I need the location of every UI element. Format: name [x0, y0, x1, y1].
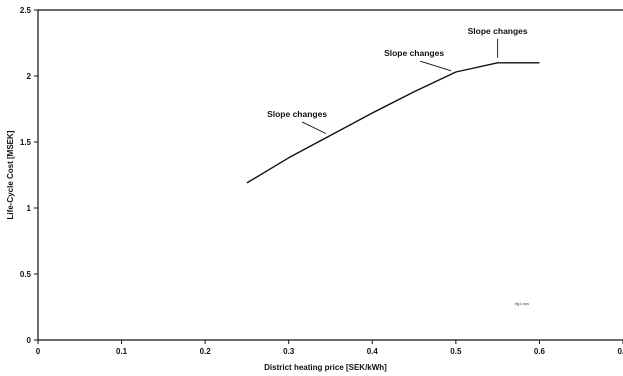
x-axis-title: District heating price [SEK/kWh] [264, 363, 387, 372]
annotation-label: Slope changes [267, 109, 327, 119]
x-tick-label: 0.3 [283, 347, 295, 356]
y-tick-label: 2.5 [20, 6, 32, 15]
y-tick-label: 0.5 [20, 270, 32, 279]
x-tick-label: 0.6 [534, 347, 546, 356]
y-tick-label: 1.5 [20, 138, 32, 147]
annotation-label: Slope changes [468, 26, 528, 36]
series-line [246, 62, 540, 184]
text-layer: 0 0.1 0.2 0.3 0.4 0.5 0.6 0.7 0 0.5 1 1.5 2 2.5 Distri… [6, 6, 623, 372]
annotation-leader [420, 60, 452, 72]
y-tick-label: 1 [27, 204, 32, 213]
y-axis-title: Life-Cycle Cost [MSEK] [6, 130, 15, 219]
x-tick-label: 0.1 [116, 347, 128, 356]
y-tick-label: 2 [27, 72, 32, 81]
axes-layer [34, 9, 623, 344]
x-tick-label: 0.7 [617, 347, 623, 356]
annotation-leader [301, 121, 327, 134]
y-tick-label: 0 [27, 336, 32, 345]
series-layer [246, 62, 540, 184]
annotation-layer: Slope changes Slope changes Slope changes [267, 26, 528, 134]
x-tick-label: 0.2 [200, 347, 212, 356]
x-tick-label: 0.4 [367, 347, 379, 356]
annotation-label: Slope changes [384, 48, 444, 58]
x-tick-label: 0 [36, 347, 41, 356]
figure-file-note: fig1.eps [515, 301, 529, 306]
x-tick-label: 0.5 [450, 347, 462, 356]
